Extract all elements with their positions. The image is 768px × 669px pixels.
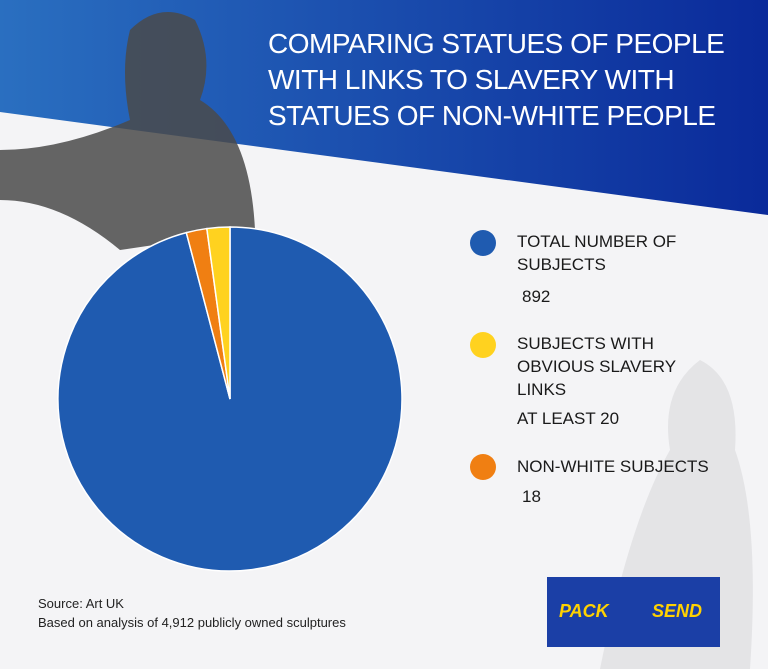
note: Based on analysis of 4,912 publicly owne… [38,615,346,630]
logo-text: SEND [652,601,703,621]
legend-marker [470,454,496,480]
logo-text: PACK [559,601,609,621]
value-label: 18 [522,487,541,506]
logo: PACK SEND [547,577,720,647]
legend-label: NON-WHITE SUBJECTS [517,457,709,476]
legend-label: SUBJECTS WITH OBVIOUS SLAVERY LINKS [517,334,676,399]
pie-slice [205,226,231,400]
legend-marker [470,230,496,256]
value-label: AT LEAST 20 [517,409,620,428]
legend-label: TOTAL NUMBER OF SUBJECTS [517,232,677,274]
chart-title: COMPARING STATUES OF PEOPLE WITH LINKS T… [268,28,725,131]
statue-silhouette [0,12,255,250]
legend-marker [470,332,496,358]
value-label: 892 [522,287,551,306]
source: Source: Art UK [38,596,124,611]
